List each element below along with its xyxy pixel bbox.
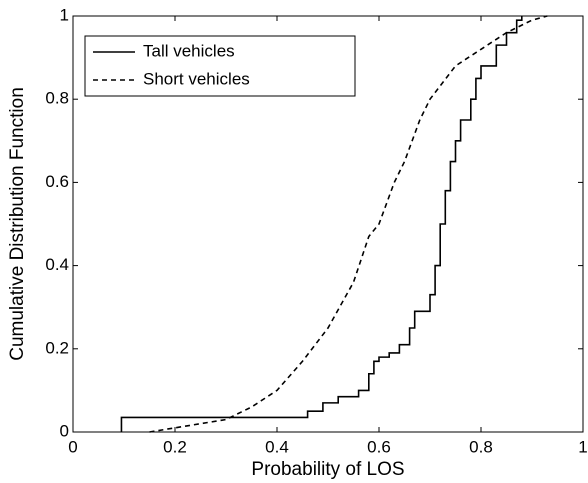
- x-tick-label: 0.6: [367, 437, 391, 456]
- legend: Tall vehicles Short vehicles: [84, 35, 356, 97]
- y-tick-label: 0.8: [45, 89, 69, 108]
- legend-box: [84, 35, 356, 97]
- x-tick-label: 0.4: [265, 437, 289, 456]
- legend-label: Tall vehicles: [143, 41, 235, 60]
- series-line: [149, 15, 548, 433]
- y-axis-label: Cumulative Distribution Function: [7, 87, 28, 361]
- axes-frame: [72, 15, 584, 433]
- y-tick-label: 0.2: [45, 338, 69, 357]
- y-tick-label: 0: [60, 421, 69, 440]
- y-tick-label: 0.4: [45, 255, 69, 274]
- y-tick-label: 1: [60, 5, 69, 24]
- x-tick-label: 0.2: [163, 437, 187, 456]
- x-tick-label: 1: [578, 437, 587, 456]
- x-tick-label: 0.8: [469, 437, 493, 456]
- x-axis-label: Probability of LOS: [251, 459, 404, 480]
- series-line: [120, 16, 523, 432]
- legend-label: Short vehicles: [143, 69, 250, 88]
- y-tick-label: 0.6: [45, 172, 69, 191]
- x-tick-label: 0: [68, 437, 77, 456]
